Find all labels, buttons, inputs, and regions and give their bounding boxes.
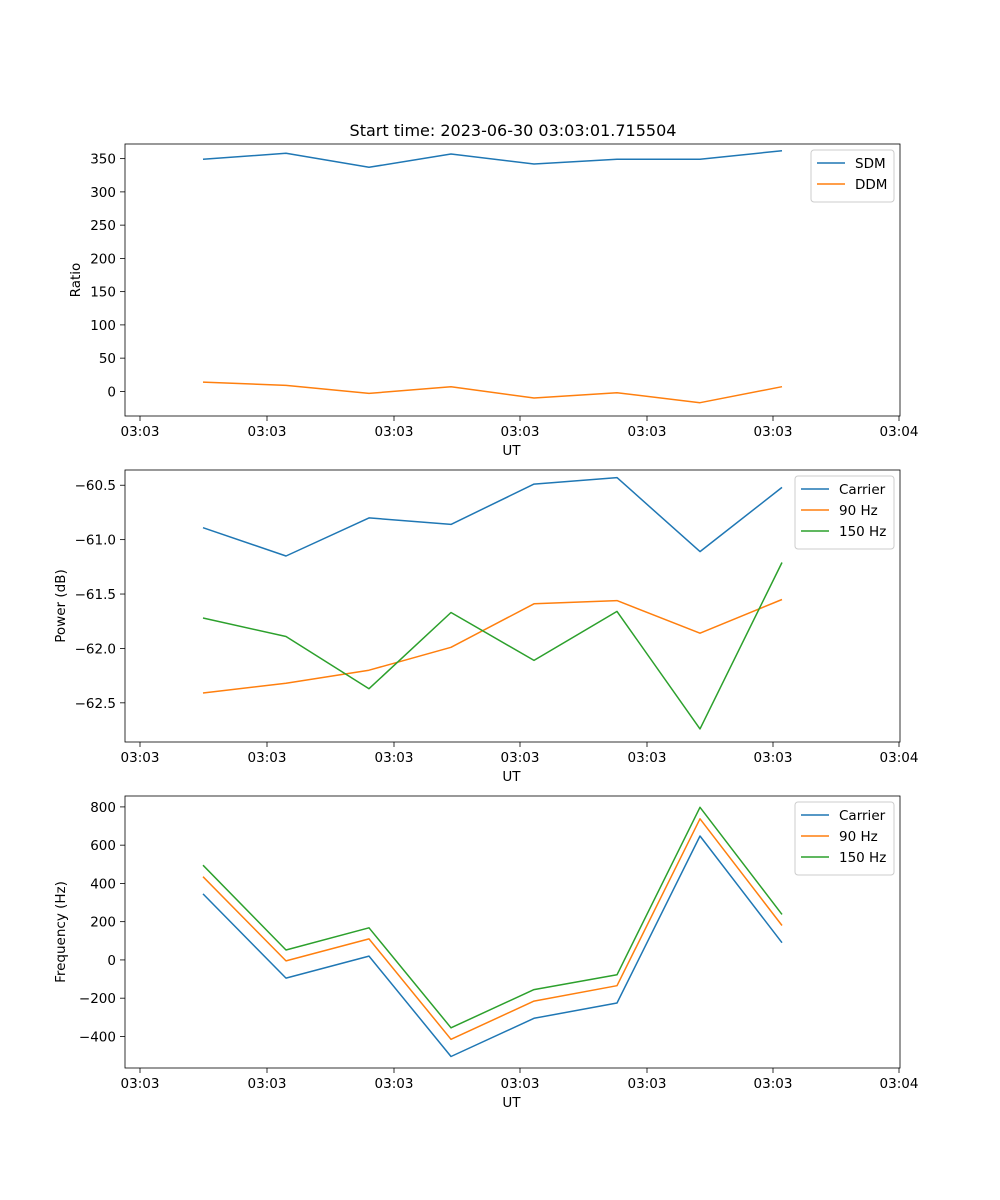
y-axis-label: Ratio [68,263,84,298]
x-tick-label: 03:03 [121,424,160,440]
y-tick-label: 200 [90,251,116,267]
y-tick-label: 350 [90,152,116,168]
x-tick-label: 03:03 [754,1076,793,1092]
x-tick-label: 03:03 [628,1076,667,1092]
x-tick-label: 03:03 [121,1076,160,1092]
x-tick-label: 03:03 [501,750,540,766]
y-tick-label: 200 [90,915,116,931]
x-tick-label: 03:03 [628,750,667,766]
x-tick-label: 03:03 [754,424,793,440]
x-tick-label: 03:03 [375,1076,414,1092]
y-tick-label: 600 [90,838,116,854]
y-tick-label: −61.0 [75,533,116,549]
y-tick-label: 0 [107,953,116,969]
series-line-carrier [202,476,783,557]
series-line-90-hz [202,818,783,1041]
legend-label: 90 Hz [839,503,878,519]
y-tick-label: −60.5 [75,478,116,494]
y-tick-label: −61.5 [75,587,116,603]
x-tick-label: 03:03 [248,750,287,766]
chart-panel-2: 03:03 03:03 03:03 03:03 03:03 03:03 03:04 −62.5… [53,469,919,785]
plot-frame [124,143,901,417]
x-tick-label: 03:03 [628,424,667,440]
plot-frame [124,795,901,1069]
x-tick-label: 03:04 [880,1076,919,1092]
series-line-90-hz [202,598,783,694]
x-tick-label: 03:03 [501,1076,540,1092]
x-tick-label: 03:03 [248,1076,287,1092]
y-tick-label: −200 [79,991,116,1007]
plot-frame [124,469,901,743]
y-tick-label: 300 [90,185,116,201]
x-tick-label: 03:03 [501,424,540,440]
y-tick-label: 100 [90,318,116,334]
series-line-ddm [202,381,783,404]
x-tick-label: 03:03 [248,424,287,440]
x-tick-label: 03:03 [375,750,414,766]
legend-label: Carrier [839,808,886,824]
series-line-150-hz [202,562,783,730]
y-tick-label: 250 [90,218,116,234]
x-tick-label: 03:03 [121,750,160,766]
y-tick-label: −400 [79,1029,116,1045]
x-tick-label: 03:03 [375,424,414,440]
legend-label: 150 Hz [839,850,886,866]
legend: SDM DDM [810,149,895,203]
legend-label: 90 Hz [839,829,878,845]
legend: Carrier 90 Hz 150 Hz [794,801,895,876]
y-axis-label: Power (dB) [53,569,69,642]
chart-panel-1: 03:03 03:03 03:03 03:03 03:03 03:03 03:04 0 50 10… [68,143,919,459]
y-tick-label: −62.5 [75,696,116,712]
series-line-150-hz [202,806,783,1029]
legend-label: 150 Hz [839,524,886,540]
series-line-sdm [202,149,783,169]
legend-label: SDM [855,156,886,172]
series-line-carrier [202,835,783,1058]
legend-label: DDM [855,177,887,193]
x-axis-label: UT [502,443,521,459]
x-axis-label: UT [502,1095,521,1111]
y-axis-label: Frequency (Hz) [53,881,69,983]
x-tick-label: 03:04 [880,750,919,766]
y-tick-label: 800 [90,800,116,816]
x-tick-label: 03:04 [880,424,919,440]
chart-panel-3: 03:03 03:03 03:03 03:03 03:03 03:03 03:04 −400 −… [53,795,919,1111]
legend-label: Carrier [839,482,886,498]
y-tick-label: 0 [107,384,116,400]
legend: Carrier 90 Hz 150 Hz [794,475,895,550]
y-tick-label: −62.0 [75,641,116,657]
axes-layer: 03:03 03:03 03:03 03:03 03:03 03:03 03:04 0 50 10… [53,143,919,1111]
x-tick-label: 03:03 [754,750,793,766]
y-tick-label: 150 [90,285,116,301]
y-tick-label: 50 [99,351,116,367]
y-tick-label: 400 [90,876,116,892]
x-axis-label: UT [502,769,521,785]
figure-title: Start time: 2023-06-30 03:03:01.715504 [350,121,677,140]
